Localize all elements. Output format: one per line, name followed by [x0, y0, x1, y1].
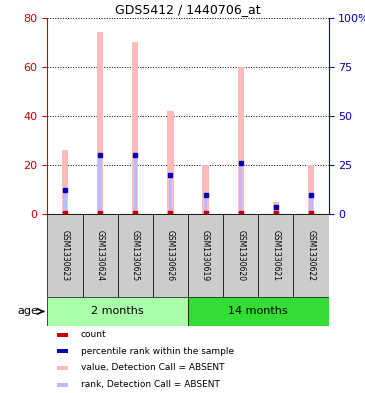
Text: GSM1330619: GSM1330619: [201, 230, 210, 281]
Text: percentile rank within the sample: percentile rank within the sample: [81, 347, 234, 356]
Text: rank, Detection Call = ABSENT: rank, Detection Call = ABSENT: [81, 380, 219, 389]
Text: GSM1330626: GSM1330626: [166, 230, 175, 281]
Bar: [99, 155, 102, 214]
Bar: [57, 383, 68, 387]
Text: GSM1330620: GSM1330620: [236, 230, 245, 281]
Text: GSM1330623: GSM1330623: [61, 230, 69, 281]
Bar: [167, 111, 174, 214]
Bar: [169, 175, 172, 214]
Bar: [134, 155, 137, 214]
Bar: [132, 42, 138, 214]
Bar: [63, 189, 67, 214]
Bar: [223, 214, 258, 297]
Bar: [308, 165, 314, 214]
Bar: [97, 32, 103, 214]
Bar: [258, 214, 293, 297]
Bar: [188, 214, 223, 297]
Bar: [202, 165, 209, 214]
Text: 14 months: 14 months: [228, 307, 288, 316]
Text: value, Detection Call = ABSENT: value, Detection Call = ABSENT: [81, 364, 224, 373]
Text: GSM1330625: GSM1330625: [131, 230, 140, 281]
Text: count: count: [81, 330, 106, 339]
Text: age: age: [18, 307, 39, 316]
Text: 2 months: 2 months: [91, 307, 144, 316]
Bar: [47, 297, 188, 325]
Bar: [188, 297, 328, 325]
Bar: [238, 67, 244, 214]
Bar: [57, 349, 68, 353]
Bar: [82, 214, 118, 297]
Text: GSM1330624: GSM1330624: [96, 230, 105, 281]
Text: GSM1330621: GSM1330621: [271, 230, 280, 281]
Bar: [309, 195, 313, 214]
Bar: [293, 214, 328, 297]
Bar: [118, 214, 153, 297]
Bar: [62, 150, 68, 214]
Bar: [204, 195, 207, 214]
Bar: [153, 214, 188, 297]
Text: GSM1330622: GSM1330622: [307, 230, 315, 281]
Bar: [273, 202, 279, 214]
Bar: [239, 163, 242, 214]
Bar: [274, 207, 277, 214]
Title: GDS5412 / 1440706_at: GDS5412 / 1440706_at: [115, 4, 261, 17]
Bar: [57, 366, 68, 370]
Bar: [47, 214, 82, 297]
Bar: [57, 332, 68, 336]
